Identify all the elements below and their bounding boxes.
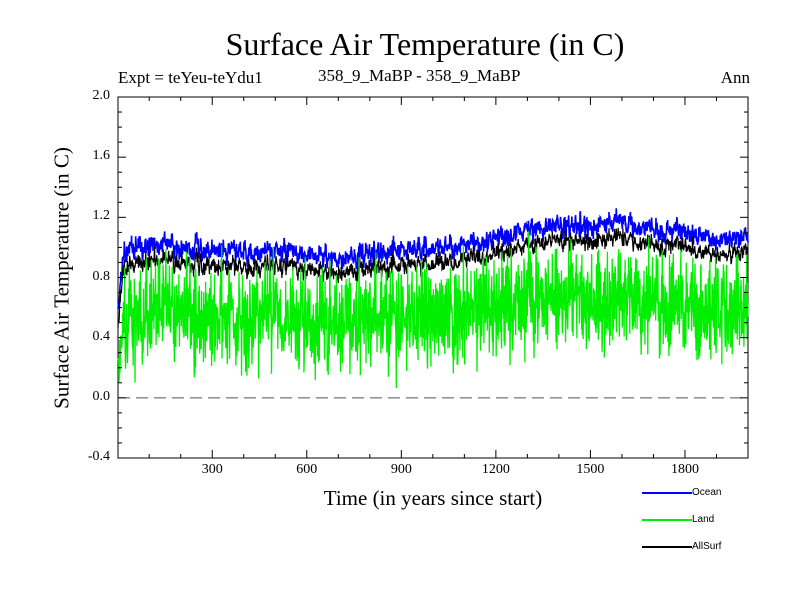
period-label: 358_9_MaBP - 358_9_MaBP (318, 66, 521, 85)
x-tick-label: 1800 (670, 462, 699, 477)
y-tick-label: 0.8 (92, 268, 111, 284)
y-tick-label: 2.0 (92, 88, 111, 103)
y-tick-label: -0.4 (87, 449, 110, 464)
x-axis-label: Time (in years since start) (323, 486, 543, 510)
series-line-ocean (117, 208, 749, 310)
legend-label-land: Land (692, 514, 715, 525)
plot-frame (117, 96, 749, 459)
y-axis-label: Surface Air Temperature (in C) (49, 147, 74, 409)
x-tick-label: 900 (390, 462, 412, 477)
x-tick-label: 1200 (481, 462, 510, 477)
legend-label-allsurf: AllSurf (692, 541, 722, 552)
series-line-land (117, 231, 749, 389)
x-tick-label: 600 (296, 462, 318, 477)
y-tick-label: 1.2 (92, 208, 111, 224)
y-tick-label: 0.0 (92, 388, 111, 404)
legend-label-ocean: Ocean (692, 487, 722, 498)
x-tick-label: 300 (201, 462, 223, 477)
season-label: Ann (720, 68, 750, 87)
experiment-label: Expt = teYeu-teYdu1 (118, 68, 263, 87)
series-line-allsurf (117, 227, 749, 328)
y-tick-label: 1.6 (92, 148, 111, 164)
y-tick-label: 0.4 (92, 328, 111, 344)
chart-title: Surface Air Temperature (in C) (225, 26, 625, 62)
x-tick-label: 1500 (576, 462, 605, 477)
